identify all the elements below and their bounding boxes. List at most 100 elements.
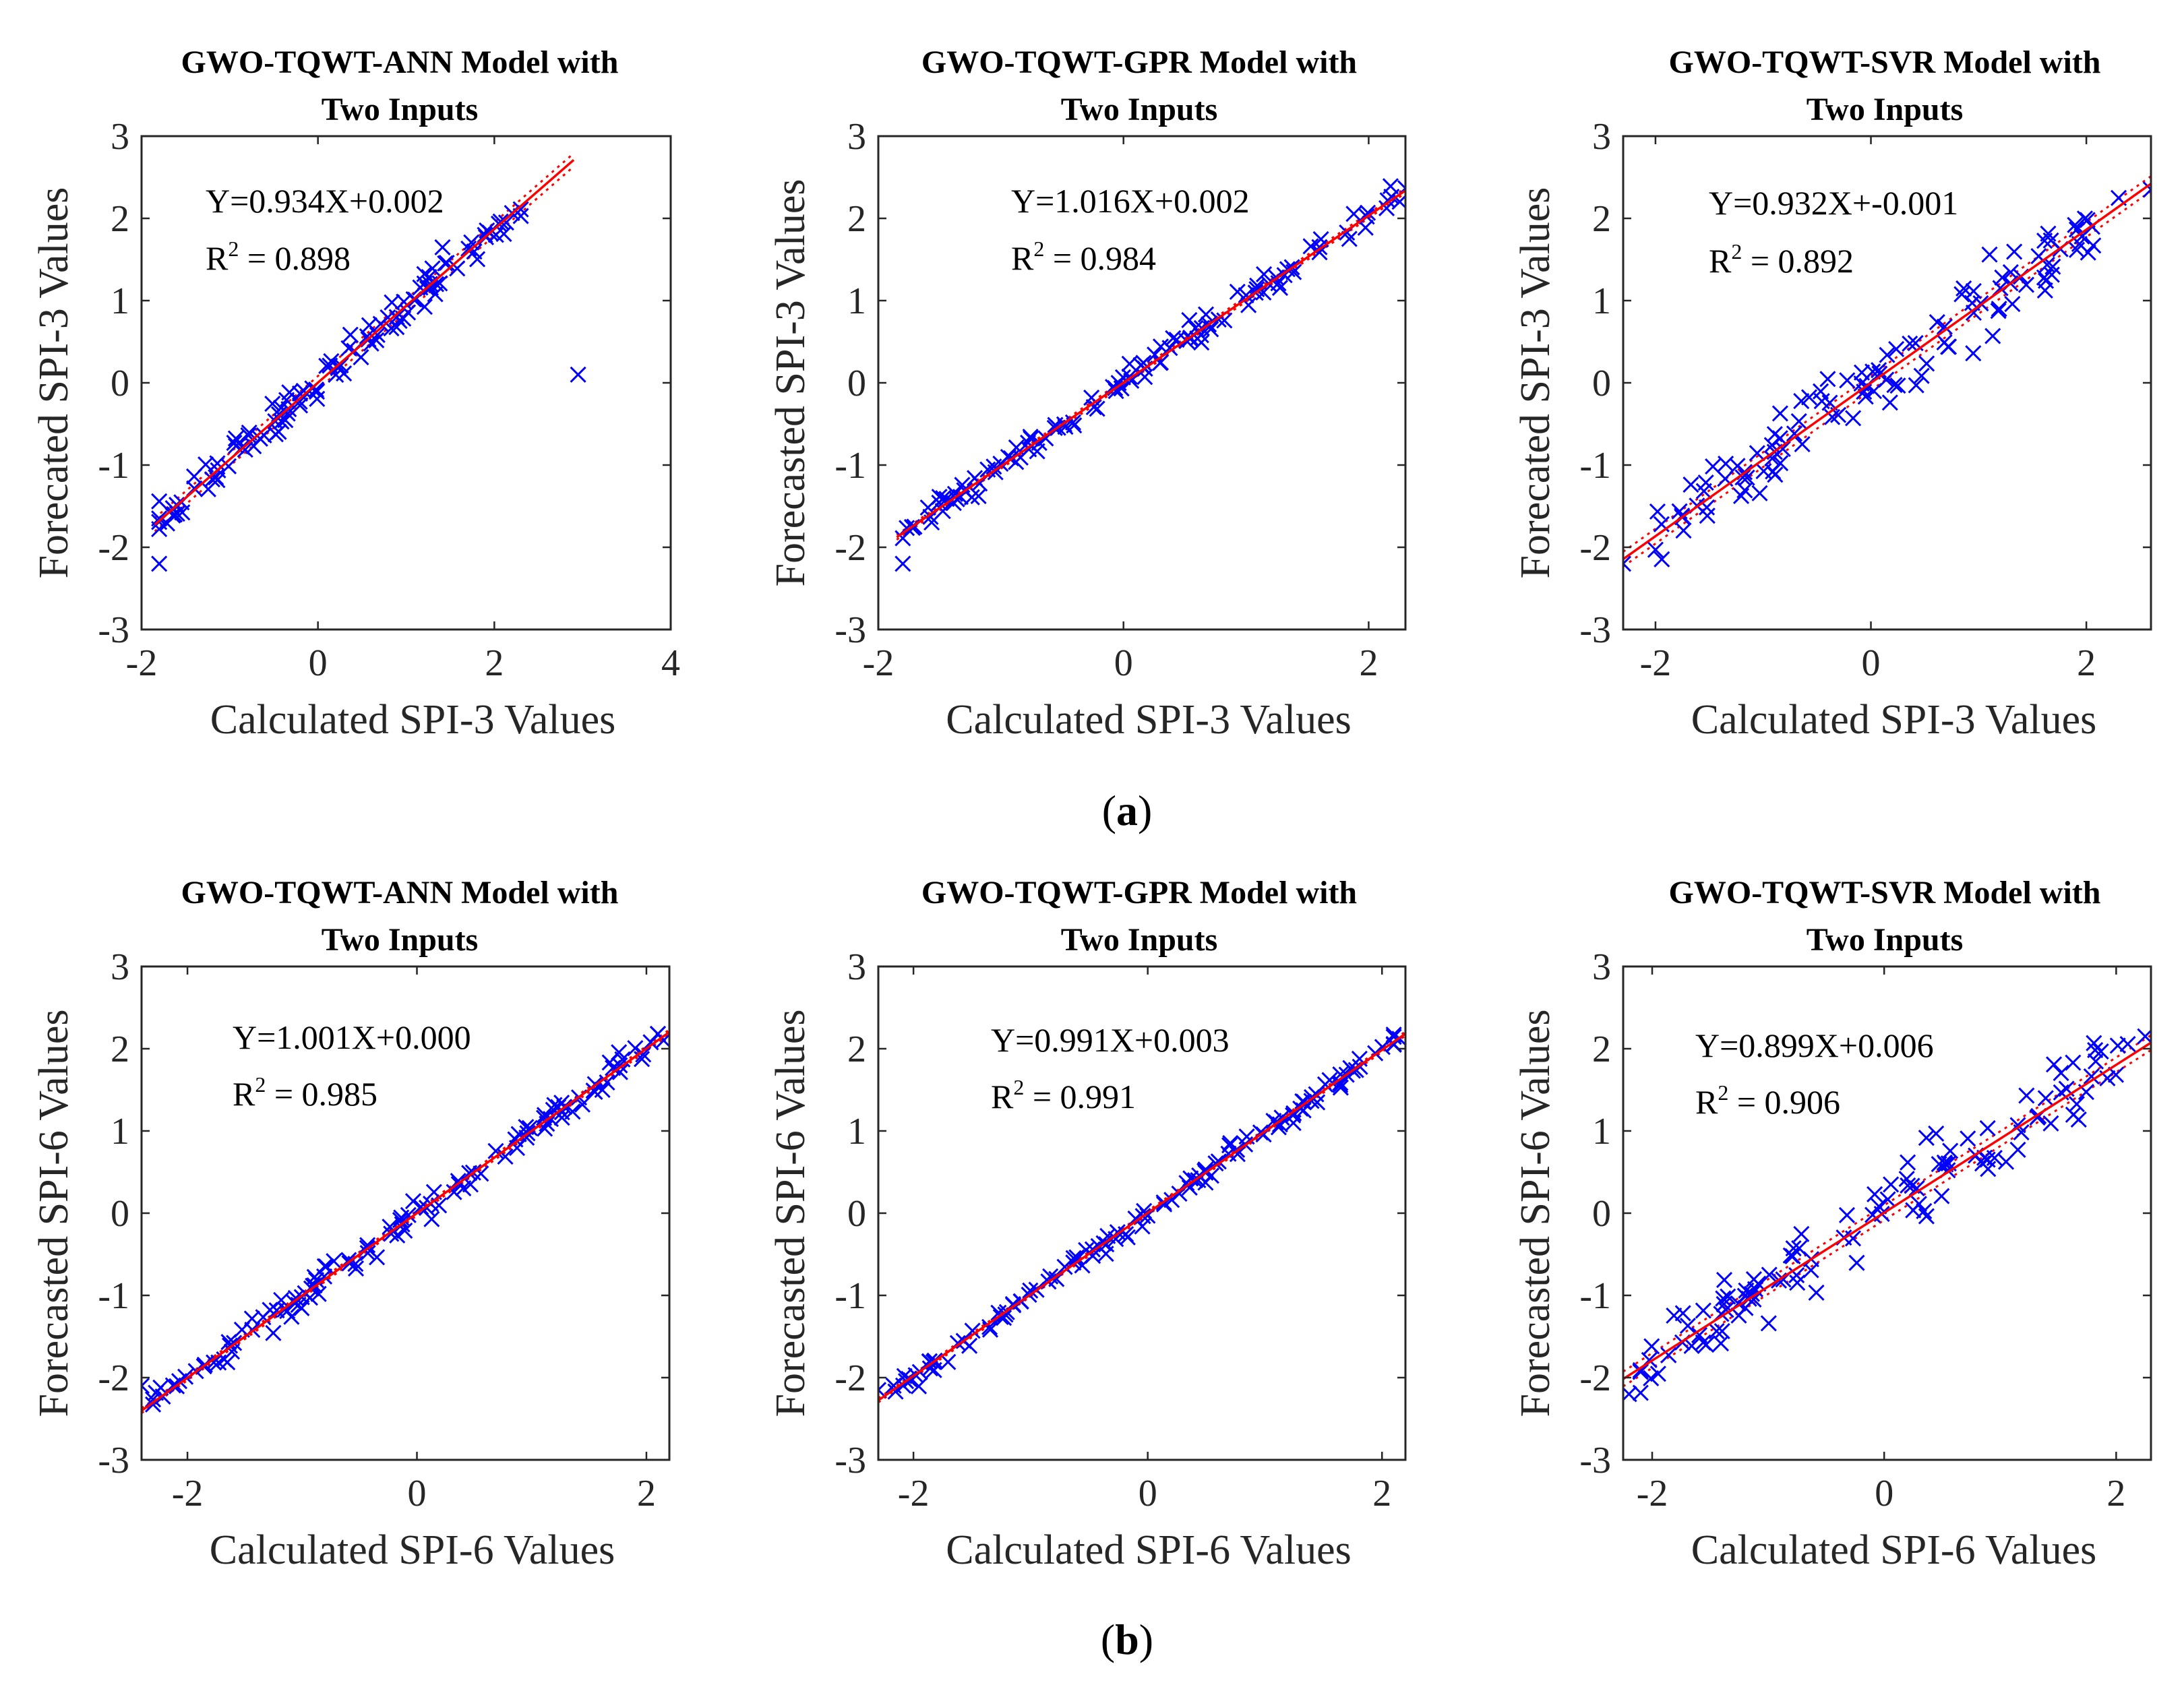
- data-point: [151, 520, 168, 538]
- data-point: [1716, 1271, 1733, 1289]
- data-point: [1099, 1227, 1116, 1244]
- data-point: [291, 397, 309, 414]
- data-point: [1986, 1150, 2003, 1167]
- data-point: [2119, 1036, 2136, 1053]
- data-point: [295, 382, 312, 400]
- caption-a: (a): [1102, 787, 1153, 834]
- y-axis-label: Forecated SPI-3 Values: [1513, 187, 1558, 579]
- data-point: [1147, 346, 1163, 363]
- data-point: [878, 1382, 887, 1399]
- data-point: [2085, 237, 2102, 254]
- data-point: [404, 1193, 422, 1210]
- r-squared: R2 = 0.906: [1695, 1080, 1840, 1121]
- data-point: [1864, 363, 1881, 380]
- data-point: [423, 1210, 440, 1227]
- data-point: [910, 1378, 928, 1394]
- r-squared-symbol: R: [233, 1075, 255, 1113]
- data-point: [1908, 377, 1924, 394]
- r-squared-exponent: 2: [1731, 239, 1742, 264]
- x-tick-label: 2: [637, 1473, 656, 1514]
- data-point: [948, 491, 965, 508]
- chart-title-line2: Two Inputs: [322, 92, 479, 127]
- r-squared: R2 = 0.898: [206, 237, 351, 277]
- y-tick-label: -2: [835, 527, 866, 569]
- data-point: [1674, 1305, 1691, 1322]
- data-point: [1136, 1202, 1153, 1219]
- data-point: [1819, 371, 1836, 388]
- data-point: [479, 222, 495, 239]
- data-point: [1965, 282, 1982, 299]
- y-tick-label: -1: [835, 445, 866, 487]
- regression-equation: Y=0.934X+0.002: [206, 182, 444, 220]
- data-point: [1886, 377, 1903, 394]
- data-point: [270, 423, 287, 440]
- fit-band-lower: [142, 1033, 669, 1414]
- data-point: [1751, 485, 1768, 501]
- chart-b3: GWO-TQWT-SVR Model with Two Inputs 3 2 1 0 -1 -…: [1513, 875, 2152, 1573]
- data-point: [1910, 1196, 1927, 1212]
- data-point: [1695, 1334, 1711, 1351]
- data-point: [1902, 335, 1918, 352]
- data-point: [1056, 1258, 1073, 1275]
- r-squared-value: = 0.985: [266, 1075, 377, 1113]
- data-point: [1697, 474, 1714, 491]
- r-squared-exponent: 2: [1013, 1075, 1024, 1099]
- fit-band-upper: [142, 1028, 669, 1409]
- y-tick-label: 3: [847, 116, 866, 158]
- data-point: [1360, 204, 1376, 221]
- data-point: [1238, 287, 1254, 304]
- x-tick-label: -2: [126, 642, 158, 684]
- data-point: [1695, 1302, 1711, 1319]
- chart-a2: GWO-TQWT-GPR Model with Two Inputs 3 2 1 0 -1 -…: [768, 44, 1407, 743]
- x-tick-label: 2: [1372, 1473, 1391, 1514]
- chart-title-line2: Two Inputs: [1061, 92, 1218, 127]
- data-point: [1812, 383, 1829, 400]
- y-tick-label: -1: [98, 445, 129, 487]
- chart-b1: GWO-TQWT-ANN Model with Two Inputs 3 2 1 0 -1 -…: [31, 875, 671, 1573]
- chart-b2: GWO-TQWT-GPR Model with Two Inputs 3 2 1 0 -1 -…: [768, 875, 1407, 1573]
- data-point: [449, 260, 466, 277]
- data-point: [1675, 522, 1692, 539]
- r-squared-exponent: 2: [255, 1072, 266, 1097]
- r-squared: R2 = 0.991: [991, 1075, 1136, 1115]
- y-tick-label: -3: [1579, 609, 1611, 651]
- data-point: [550, 1099, 567, 1115]
- y-tick-label: 3: [847, 946, 866, 988]
- x-tick-label: 2: [2077, 642, 2096, 684]
- x-tick-label: 0: [1862, 642, 1881, 684]
- data-point: [1121, 355, 1138, 372]
- data-point: [885, 1377, 902, 1394]
- chart-title-line1: GWO-TQWT-SVR Model with: [1669, 44, 2101, 80]
- data-point: [1730, 1307, 1747, 1324]
- data-point: [1879, 1191, 1896, 1208]
- data-point: [1749, 445, 1765, 462]
- data-point: [1940, 338, 1957, 355]
- data-point: [1271, 280, 1289, 297]
- chart-title-line1: GWO-TQWT-ANN Model with: [181, 44, 619, 80]
- data-point: [1802, 1262, 1819, 1279]
- data-point: [1197, 306, 1215, 323]
- data-point: [309, 390, 326, 407]
- x-axis-label: Calculated SPI-3 Values: [210, 697, 616, 743]
- data-point: [1151, 355, 1169, 371]
- plot-area: [894, 178, 1405, 572]
- plot-area: [151, 152, 586, 572]
- data-point: [1679, 1317, 1697, 1334]
- data-point: [1857, 388, 1874, 405]
- y-tick-label: 0: [1592, 1193, 1611, 1235]
- data-point: [1718, 1301, 1734, 1318]
- r-squared-symbol: R: [1709, 242, 1732, 280]
- y-tick-label: -3: [835, 1440, 866, 1481]
- x-tick-label: -2: [1637, 1473, 1668, 1514]
- data-point: [1918, 355, 1935, 372]
- regression-equation: Y=1.001X+0.000: [233, 1018, 471, 1056]
- data-point: [317, 1258, 334, 1275]
- chart-a3: GWO-TQWT-SVR Model with Two Inputs 3 2 1 0 -1 -…: [1513, 44, 2152, 743]
- fit-line: [1623, 1041, 2151, 1380]
- data-point: [1216, 312, 1233, 329]
- y-tick-label: -1: [1579, 1275, 1611, 1317]
- data-point: [1788, 1266, 1805, 1284]
- x-tick-label: 0: [408, 1473, 427, 1514]
- data-point: [1800, 389, 1818, 406]
- data-point: [1643, 1370, 1660, 1387]
